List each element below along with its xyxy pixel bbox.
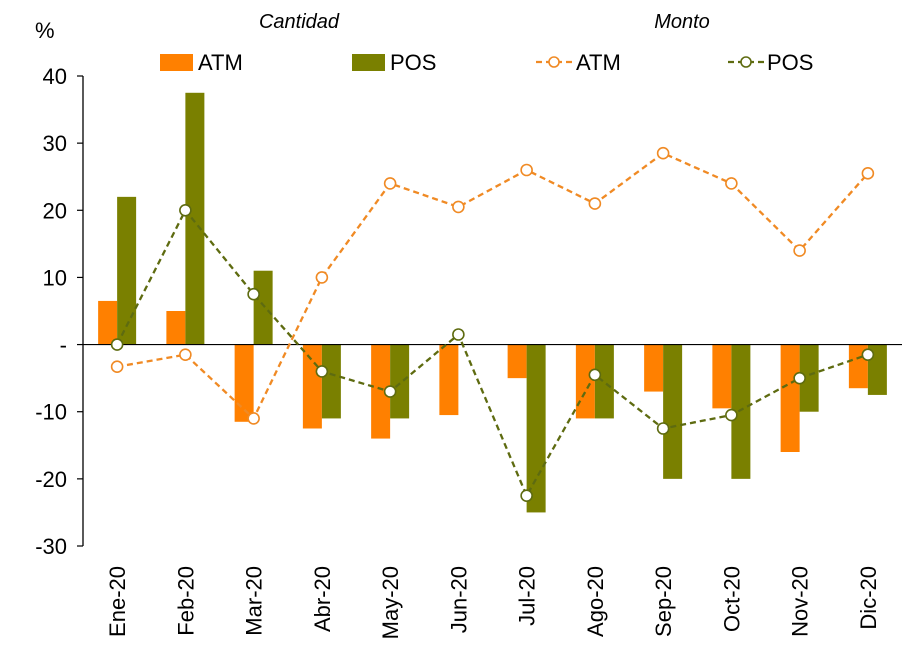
point-pos-sep-20 (656, 422, 670, 435)
point-pos-abr-20 (315, 365, 329, 378)
x-tick-label: Jul-20 (515, 566, 540, 626)
point-pos-ene-20 (110, 338, 124, 351)
bar-pos-feb-20 (185, 92, 205, 345)
group-label-lines: Monto (654, 11, 710, 33)
legend-marker-atm (548, 56, 560, 68)
bar-atm-nov-20 (780, 344, 800, 452)
y-tick-label: -10 (35, 400, 67, 425)
bar-atm-jul-20 (507, 344, 527, 379)
legend-marker-pos (740, 56, 752, 68)
bar-pos-may-20 (390, 344, 410, 419)
bar-atm-may-20 (371, 344, 391, 439)
y-tick-label: - (60, 333, 67, 358)
x-tick-label: May-20 (378, 566, 403, 639)
point-atm-ene-20 (110, 360, 124, 374)
bar-pos-ago-20 (594, 344, 614, 419)
legend-label-pos-bar: POS (390, 50, 436, 75)
legend-label-pos-line: POS (767, 50, 813, 75)
legend-swatch-atm-bar (160, 54, 193, 71)
point-pos-feb-20 (179, 203, 192, 217)
point-atm-nov-20 (793, 244, 806, 257)
point-pos-ago-20 (588, 368, 602, 382)
point-atm-feb-20 (179, 348, 192, 361)
point-pos-may-20 (383, 385, 397, 398)
legend-swatch-pos-bar (352, 54, 385, 71)
x-tick-label: Nov-20 (788, 566, 813, 637)
bar-pos-oct-20 (731, 344, 751, 479)
legend: ATM POS ATM POS (160, 50, 813, 75)
line-atm-monto (116, 151, 869, 421)
bar-atm-jun-20 (439, 344, 459, 416)
y-tick-label: 10 (43, 265, 67, 290)
point-atm-oct-20 (725, 177, 738, 190)
x-tick-label: Feb-20 (173, 566, 198, 636)
point-pos-oct-20 (725, 408, 738, 422)
line-pos-monto (116, 208, 869, 499)
bar-atm-ago-20 (575, 344, 595, 419)
x-tick-label: Abr-20 (310, 566, 335, 632)
x-tick-label: Jun-20 (446, 566, 471, 633)
group-labels: Cantidad Monto (259, 11, 710, 33)
point-pos-jul-20 (520, 489, 533, 502)
x-tick-label: Ago-20 (583, 566, 608, 637)
x-tick-label: Dic-20 (856, 566, 881, 630)
bar-pos-mar-20 (253, 270, 273, 345)
point-atm-jun-20 (452, 200, 465, 214)
x-tick-label: Sep-20 (651, 566, 676, 637)
y-axis-unit: % (35, 18, 55, 43)
y-tick-label: -20 (35, 467, 67, 492)
legend-label-atm-line: ATM (576, 50, 621, 75)
x-tick-label: Mar-20 (242, 566, 267, 636)
plot-area: 40 30 20 10 - -10 -20 -30 Ene-20 Feb-20 Mar-20 Abr-… (35, 64, 902, 639)
x-tick-label: Oct-20 (719, 566, 744, 632)
x-tick-label: Ene-20 (105, 566, 130, 637)
legend-label-atm-bar: ATM (198, 50, 243, 75)
y-tick-label: 20 (43, 198, 67, 223)
bar-atm-oct-20 (712, 344, 732, 409)
bar-pos-abr-20 (321, 344, 341, 419)
bar-atm-ene-20 (98, 300, 118, 345)
point-pos-dic-20 (861, 348, 875, 361)
point-atm-abr-20 (315, 271, 329, 284)
bar-pos-ene-20 (117, 196, 137, 345)
bar-atm-sep-20 (644, 344, 664, 392)
y-tick-label: -30 (35, 534, 67, 559)
point-atm-jul-20 (520, 163, 533, 177)
bar-pos-nov-20 (799, 344, 819, 412)
y-tick-label: 40 (43, 64, 67, 89)
y-tick-label: 30 (43, 131, 67, 156)
bar-atm-feb-20 (166, 311, 186, 345)
point-atm-mar-20 (247, 412, 260, 425)
point-atm-sep-20 (656, 146, 670, 160)
group-label-bars: Cantidad (259, 11, 340, 33)
point-pos-mar-20 (247, 287, 260, 301)
bar-pos-sep-20 (663, 344, 683, 479)
point-pos-jun-20 (452, 328, 465, 341)
point-atm-ago-20 (588, 197, 602, 210)
point-atm-dic-20 (861, 167, 875, 180)
bar-atm-abr-20 (302, 344, 322, 429)
bar-atm-mar-20 (234, 344, 254, 422)
point-pos-nov-20 (793, 371, 806, 385)
bar-pos-jul-20 (526, 344, 546, 513)
point-atm-may-20 (383, 177, 397, 190)
